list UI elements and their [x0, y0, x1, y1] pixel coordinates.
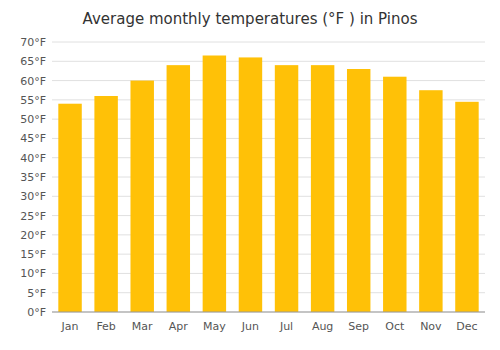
x-tick-label: Aug [312, 320, 333, 333]
bar [311, 65, 334, 312]
bar [94, 96, 117, 312]
y-tick-label: 30°F [20, 190, 46, 203]
y-tick-label: 60°F [20, 75, 46, 88]
x-axis-line [52, 312, 485, 313]
x-tick-label: May [203, 320, 226, 333]
bar [58, 104, 81, 312]
x-tick-label: Sep [348, 320, 369, 333]
bar [203, 56, 226, 313]
x-tick-label: Mar [132, 320, 153, 333]
y-tick-label: 55°F [20, 94, 46, 107]
x-tick-label: Dec [456, 320, 477, 333]
y-tick-label: 50°F [20, 113, 46, 126]
y-tick-label: 45°F [20, 132, 46, 145]
x-axis: Jan Feb Mar Apr May Jun Jul Aug Sep Oct Nov Dec [61, 320, 478, 333]
grid-line [52, 80, 485, 81]
x-tick-label: Jun [241, 320, 259, 333]
y-tick-label: 40°F [20, 152, 46, 165]
y-tick-label: 70°F [20, 36, 46, 49]
x-tick-label: Jan [61, 320, 79, 333]
bar [419, 90, 442, 312]
page: {"chart_data": {"type": "bar", "title": … [0, 0, 500, 350]
bars [58, 56, 478, 313]
bar [239, 57, 262, 312]
y-tick-label: 5°F [27, 287, 46, 300]
y-tick-label: 0°F [27, 306, 46, 319]
bar [167, 65, 190, 312]
y-tick-label: 35°F [20, 171, 46, 184]
grid-line [52, 312, 485, 313]
bar [275, 65, 298, 312]
chart: Average monthly temperatures (°F ) in Pi… [0, 0, 500, 350]
y-tick-label: 25°F [20, 210, 46, 223]
bar [383, 77, 406, 312]
grid-line [52, 61, 485, 62]
y-axis: 0°F 5°F 10°F 15°F 20°F 25°F 30°F 35°F 40°F 45°F 50… [20, 36, 485, 319]
y-tick-label: 20°F [20, 229, 46, 242]
y-tick-label: 65°F [20, 55, 46, 68]
bar [130, 81, 153, 312]
x-tick-label: Oct [385, 320, 405, 333]
y-tick-label: 10°F [20, 267, 46, 280]
grid-line [52, 42, 485, 43]
bar [455, 102, 478, 312]
x-tick-label: Nov [420, 320, 442, 333]
bar [347, 69, 370, 312]
title: Average monthly temperatures (°F ) in Pi… [83, 10, 418, 28]
x-tick-label: Jul [279, 320, 293, 333]
x-tick-label: Feb [96, 320, 115, 333]
x-tick-label: Apr [169, 320, 189, 333]
y-tick-label: 15°F [20, 248, 46, 261]
